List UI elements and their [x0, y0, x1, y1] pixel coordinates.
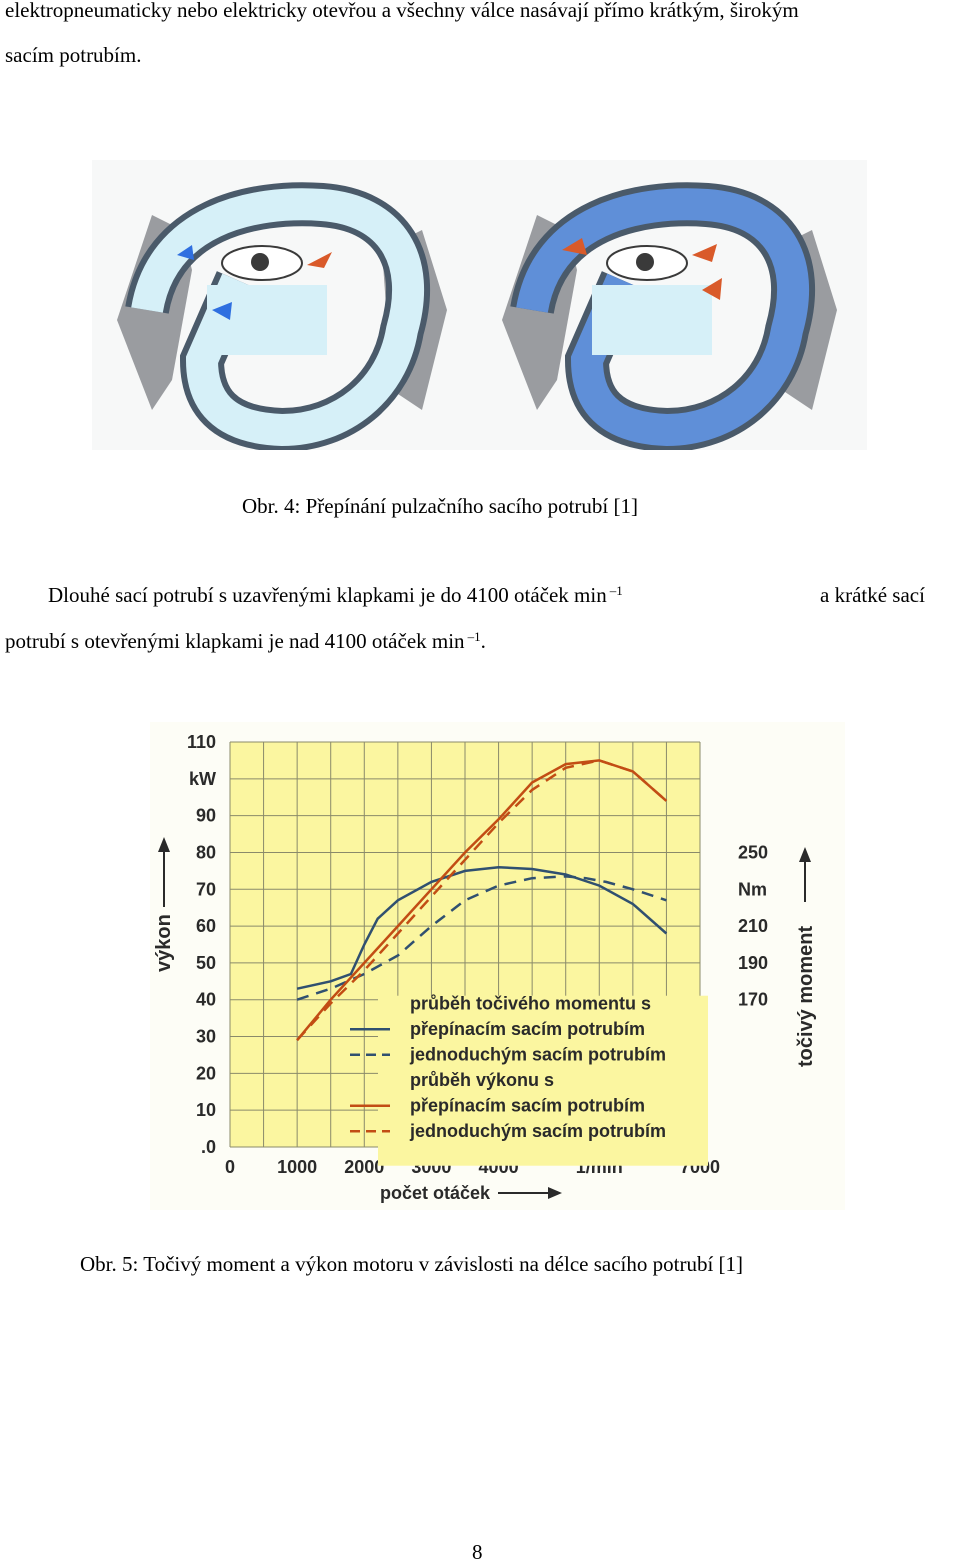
y-tick-label-left: 10 [196, 1100, 216, 1120]
engine-performance-chart: 110 kW 90 80 70 60 50 40 30 20 10.0 0 1000 2000 3000 40… [150, 722, 845, 1210]
y-tick-label-left: 30 [196, 1027, 216, 1047]
x-tick-label: 2000 [344, 1157, 384, 1177]
y-tick-label-right: Nm [738, 879, 767, 899]
paragraph-line-1: Dlouhé sací potrubí s uzavřenými klapkam… [48, 581, 623, 609]
paragraph-line-1-text: Dlouhé sací potrubí s uzavřenými klapkam… [48, 583, 607, 607]
exponent: –1 [467, 629, 481, 644]
y-tick-label-right: 190 [738, 953, 768, 973]
intro-line-2: sacím potrubím. [5, 43, 142, 67]
paragraph-line-2: potrubí s otevřenými klapkami je nad 410… [5, 627, 486, 655]
y-tick-label-right: 170 [738, 990, 768, 1010]
legend-label: přepínacím sacím potrubím [410, 1096, 645, 1116]
y-tick-label-left: 90 [196, 806, 216, 826]
legend-box [378, 995, 708, 1166]
x-tick-label: 1000 [277, 1157, 317, 1177]
legend-label: přepínacím sacím potrubím [410, 1019, 645, 1039]
intake-manifold-illustration [92, 160, 867, 453]
paragraph-line-1-end: a krátké sací [820, 583, 925, 607]
y-tick-label-left: 60 [196, 916, 216, 936]
y-tick-label-left: kW [189, 769, 216, 789]
series-line [296, 759, 668, 1042]
y-tick-label-left: 80 [196, 842, 216, 862]
y-axis-arrowhead-left [158, 837, 170, 852]
y-tick-label-left: 70 [196, 879, 216, 899]
series-line [296, 875, 667, 1001]
y-tick-label-right: 210 [738, 916, 768, 936]
y-tick-label-left: 50 [196, 953, 216, 973]
y-tick-label-left: 20 [196, 1063, 216, 1083]
figure-4-caption: Obr. 4: Přepínání pulzačního sacího potr… [242, 494, 638, 518]
y-axis-label-left: výkon [153, 914, 175, 972]
page-number: 8 [472, 1540, 483, 1564]
y-tick-label-left: 40 [196, 990, 216, 1010]
x-axis-arrowhead [548, 1187, 562, 1199]
x-tick-label: 0 [225, 1157, 235, 1177]
legend-label: jednoduchým sacím potrubím [409, 1121, 666, 1141]
manifold-open-flaps [502, 182, 837, 453]
paragraph-line-2-end: . [480, 629, 486, 653]
y-tick-label-right: 250 [738, 842, 768, 862]
y-tick-label-left: 110 [187, 732, 216, 752]
legend-label: průběh točivého momentu s [410, 994, 651, 1014]
intro-line-1: elektropneumaticky nebo elektricky otevř… [5, 0, 799, 22]
y-axis-label-right: točivý moment [795, 926, 817, 1067]
manifold-closed-flaps [117, 182, 447, 453]
intake-manifold-figure [92, 160, 867, 453]
exponent: –1 [609, 583, 623, 598]
paragraph-line-2-text: potrubí s otevřenými klapkami je nad 410… [5, 629, 465, 653]
legend-label: průběh výkonu s [410, 1070, 554, 1090]
y-tick-label-left: .0 [201, 1137, 216, 1157]
x-axis-label: počet otáček [380, 1183, 491, 1203]
figure-5-caption: Obr. 5: Točivý moment a výkon motoru v z… [80, 1252, 744, 1276]
y-axis-arrowhead-right [799, 847, 811, 862]
legend-label: jednoduchým sacím potrubím [409, 1045, 666, 1065]
